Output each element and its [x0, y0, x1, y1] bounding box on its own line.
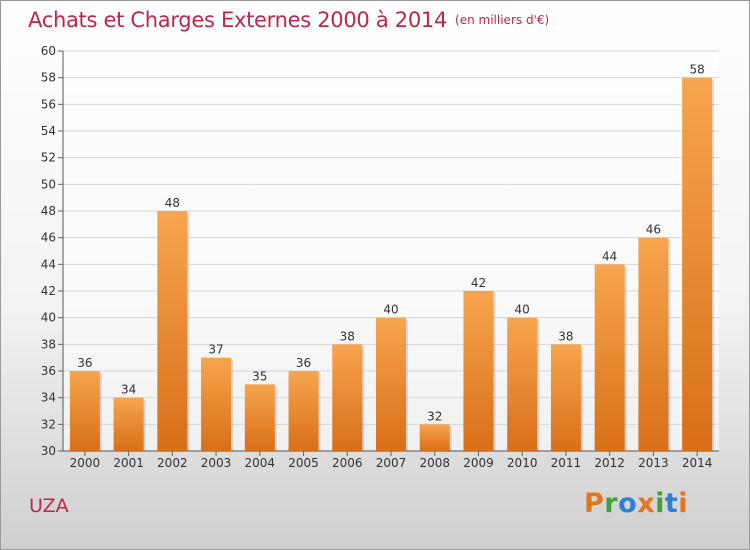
data-label: 44 [602, 249, 617, 263]
logo-letter: x [637, 488, 656, 519]
x-tick-label: 2004 [245, 456, 276, 470]
data-label: 32 [427, 409, 442, 423]
bar [157, 211, 188, 451]
data-label: 36 [77, 356, 92, 370]
bar [201, 357, 232, 451]
x-tick-label: 2007 [376, 456, 407, 470]
bar [594, 264, 625, 451]
data-label: 40 [515, 303, 530, 317]
y-tick-label: 36 [41, 364, 56, 378]
x-tick-label: 2008 [419, 456, 450, 470]
bar [113, 397, 144, 451]
y-tick-label: 58 [41, 71, 56, 85]
y-tick-label: 40 [41, 311, 56, 325]
x-tick-label: 2003 [201, 456, 232, 470]
data-label: 35 [252, 369, 267, 383]
x-tick-label: 2002 [157, 456, 188, 470]
data-label: 38 [340, 329, 355, 343]
x-tick-label: 2000 [70, 456, 101, 470]
x-tick-label: 2009 [463, 456, 494, 470]
data-label: 48 [165, 196, 180, 210]
bar [288, 371, 319, 451]
y-tick-label: 32 [41, 417, 56, 431]
y-tick-label: 38 [41, 337, 56, 351]
logo-letter: i [655, 488, 665, 519]
chart-title: Achats et Charges Externes 2000 à 2014 (e… [28, 8, 549, 32]
y-tick-label: 44 [41, 257, 56, 271]
y-tick-label: 42 [41, 284, 56, 298]
x-tick-label: 2011 [551, 456, 582, 470]
bar [376, 317, 406, 451]
x-tick-label: 2013 [638, 456, 669, 470]
data-label: 36 [296, 356, 311, 370]
bar [419, 424, 450, 451]
data-label: 46 [646, 223, 661, 237]
bar [682, 77, 713, 452]
bar [332, 344, 363, 451]
bar [550, 344, 581, 451]
bar [507, 317, 538, 451]
data-label: 58 [689, 63, 704, 77]
logo-letter: o [618, 488, 638, 519]
y-tick-label: 46 [41, 231, 56, 245]
proxiti-logo: Proxiti [584, 488, 688, 519]
data-label: 37 [208, 343, 223, 357]
x-tick-label: 2001 [113, 456, 144, 470]
data-label: 40 [383, 303, 398, 317]
logo-letter: t [664, 488, 679, 519]
x-tick-label: 2014 [682, 456, 713, 470]
data-label: 38 [558, 329, 573, 343]
y-tick-label: 54 [41, 124, 56, 138]
bar [638, 237, 669, 451]
place-label: UZA [29, 495, 69, 517]
bar [69, 371, 100, 451]
y-tick-label: 56 [41, 97, 56, 111]
y-tick-label: 30 [41, 444, 56, 458]
logo-letter: P [584, 488, 605, 519]
x-tick-label: 2005 [288, 456, 319, 470]
y-tick-label: 48 [41, 204, 56, 218]
logo-letter: i [678, 488, 689, 519]
title-unit: (en milliers d'€) [455, 13, 550, 27]
y-tick-label: 52 [41, 151, 56, 165]
bar [463, 291, 494, 451]
logo-letter: r [604, 488, 619, 519]
data-label: 42 [471, 276, 486, 290]
x-tick-label: 2012 [594, 456, 625, 470]
x-tick-label: 2006 [332, 456, 363, 470]
bar [244, 384, 275, 451]
y-tick-label: 50 [41, 177, 56, 191]
y-tick-label: 60 [41, 44, 56, 58]
title-text: Achats et Charges Externes 2000 à 2014 [28, 8, 448, 32]
y-tick-label: 34 [41, 391, 56, 405]
x-tick-label: 2010 [507, 456, 538, 470]
data-label: 34 [121, 383, 136, 397]
